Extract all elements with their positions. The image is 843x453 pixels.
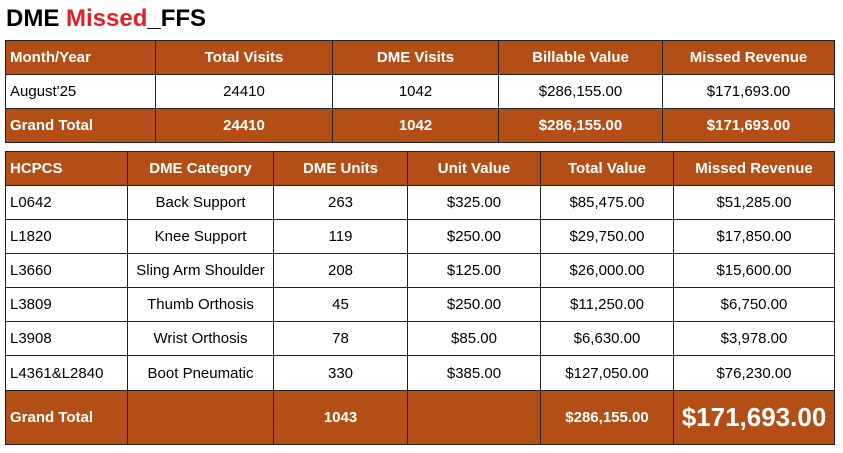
summary-cell-missed-revenue: $171,693.00 [662, 74, 835, 109]
units-cell: 119 [273, 219, 408, 254]
category-cell: Boot Pneumatic [127, 355, 274, 391]
units-cell: 263 [273, 185, 408, 220]
total-value-cell: $29,750.00 [540, 219, 674, 254]
units-cell: 330 [273, 355, 408, 391]
missed-revenue-cell: $3,978.00 [673, 321, 835, 356]
summary-total-dme-visits: 1042 [332, 108, 499, 143]
units-cell: 208 [273, 253, 408, 288]
detail-header-hcpcs: HCPCS [5, 151, 128, 186]
units-cell: 45 [273, 287, 408, 322]
category-cell: Knee Support [127, 219, 274, 254]
category-cell: Back Support [127, 185, 274, 220]
summary-total-visits: 24410 [155, 108, 333, 143]
category-cell: Thumb Orthosis [127, 287, 274, 322]
title-part-ffs: _FFS [147, 5, 207, 32]
total-value-cell: $127,050.00 [540, 355, 674, 391]
table-row: L3908 Wrist Orthosis 78 $85.00 $6,630.00… [5, 321, 835, 356]
unit-value-cell: $250.00 [407, 287, 541, 322]
summary-total-row: Grand Total 24410 1042 $286,155.00 $171,… [5, 108, 835, 143]
table-row: August'25 24410 1042 $286,155.00 $171,69… [5, 74, 835, 109]
detail-header-dme-units: DME Units [273, 151, 408, 186]
summary-total-billable-value: $286,155.00 [498, 108, 663, 143]
summary-header-total-visits: Total Visits [155, 40, 333, 75]
summary-header-missed-revenue: Missed Revenue [662, 40, 835, 75]
title-part-missed: Missed [66, 5, 148, 32]
units-cell: 78 [273, 321, 408, 356]
detail-header-unit-value: Unit Value [407, 151, 541, 186]
hcpcs-cell: L1820 [5, 219, 128, 254]
hcpcs-cell: L3660 [5, 253, 128, 288]
summary-total-missed-revenue: $171,693.00 [662, 108, 835, 143]
detail-total-unit-value [407, 390, 541, 445]
detail-header-row: HCPCS DME Category DME Units Unit Value … [5, 151, 835, 186]
table-row: L4361&L2840 Boot Pneumatic 330 $385.00 $… [5, 355, 835, 391]
title-part-dme: DME [6, 5, 66, 32]
summary-cell-billable-value: $286,155.00 [498, 74, 663, 109]
unit-value-cell: $325.00 [407, 185, 541, 220]
missed-revenue-cell: $76,230.00 [673, 355, 835, 391]
category-cell: Wrist Orthosis [127, 321, 274, 356]
hcpcs-cell: L3908 [5, 321, 128, 356]
category-cell: Sling Arm Shoulder [127, 253, 274, 288]
hcpcs-cell: L4361&L2840 [5, 355, 128, 391]
detail-total-category [127, 390, 274, 445]
total-value-cell: $11,250.00 [540, 287, 674, 322]
hcpcs-cell: L3809 [5, 287, 128, 322]
summary-header-month: Month/Year [5, 40, 156, 75]
unit-value-cell: $125.00 [407, 253, 541, 288]
summary-cell-month: August'25 [5, 74, 156, 109]
table-row: L1820 Knee Support 119 $250.00 $29,750.0… [5, 219, 835, 254]
detail-total-row: Grand Total 1043 $286,155.00 $171,693.00 [5, 390, 835, 445]
detail-total-units: 1043 [273, 390, 408, 445]
table-row: L0642 Back Support 263 $325.00 $85,475.0… [5, 185, 835, 220]
hcpcs-cell: L0642 [5, 185, 128, 220]
summary-header-billable-value: Billable Value [498, 40, 663, 75]
detail-total-value: $286,155.00 [540, 390, 674, 445]
missed-revenue-cell: $17,850.00 [673, 219, 835, 254]
detail-table: HCPCS DME Category DME Units Unit Value … [5, 151, 835, 445]
summary-header-row: Month/Year Total Visits DME Visits Billa… [5, 40, 835, 75]
detail-total-missed-revenue: $171,693.00 [673, 390, 835, 445]
summary-table: Month/Year Total Visits DME Visits Billa… [5, 40, 835, 143]
table-row: L3660 Sling Arm Shoulder 208 $125.00 $26… [5, 253, 835, 288]
unit-value-cell: $85.00 [407, 321, 541, 356]
detail-header-missed-revenue: Missed Revenue [673, 151, 835, 186]
detail-header-dme-category: DME Category [127, 151, 274, 186]
summary-header-dme-visits: DME Visits [332, 40, 499, 75]
total-value-cell: $26,000.00 [540, 253, 674, 288]
detail-total-label: Grand Total [5, 390, 128, 445]
unit-value-cell: $250.00 [407, 219, 541, 254]
table-row: L3809 Thumb Orthosis 45 $250.00 $11,250.… [5, 287, 835, 322]
unit-value-cell: $385.00 [407, 355, 541, 391]
missed-revenue-cell: $51,285.00 [673, 185, 835, 220]
summary-total-label: Grand Total [5, 108, 156, 143]
missed-revenue-cell: $6,750.00 [673, 287, 835, 322]
missed-revenue-cell: $15,600.00 [673, 253, 835, 288]
summary-cell-total-visits: 24410 [155, 74, 333, 109]
total-value-cell: $85,475.00 [540, 185, 674, 220]
total-value-cell: $6,630.00 [540, 321, 674, 356]
summary-cell-dme-visits: 1042 [332, 74, 499, 109]
detail-header-total-value: Total Value [540, 151, 674, 186]
report-title: DME Missed_FFS [6, 4, 206, 34]
